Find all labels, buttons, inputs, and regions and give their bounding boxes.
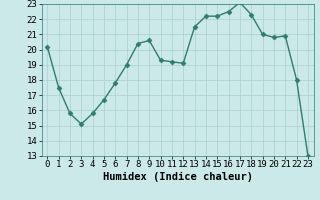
X-axis label: Humidex (Indice chaleur): Humidex (Indice chaleur) xyxy=(103,172,252,182)
